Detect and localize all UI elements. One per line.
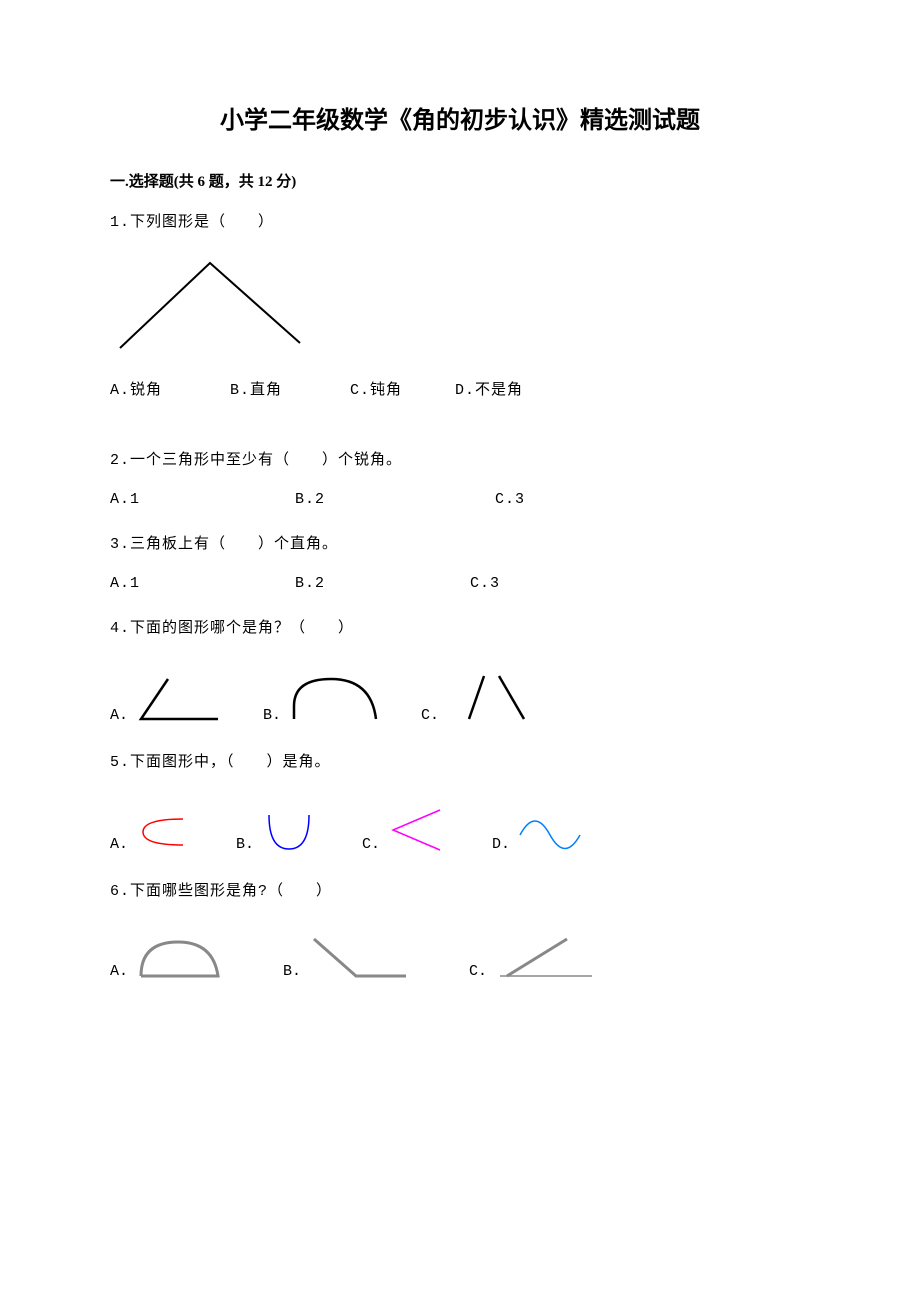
- q2-optB: B.2: [295, 491, 485, 508]
- q4-text: 4.下面的图形哪个是角？（ ）: [110, 617, 810, 641]
- q3-optA: A.1: [110, 575, 285, 592]
- q6-figA: [133, 934, 228, 982]
- q6-optC-wrap: C.: [469, 934, 600, 982]
- q6-optA: A.: [110, 963, 128, 980]
- q5-optA-wrap: A.: [110, 807, 191, 855]
- q6-figC: [492, 934, 600, 982]
- q5-optA: A.: [110, 836, 128, 853]
- q1-optD: D.不是角: [455, 378, 523, 399]
- q4-optA: A.: [110, 707, 128, 724]
- section-header: 一.选择题(共 6 题，共 12 分): [110, 170, 810, 191]
- q4-figA: [133, 671, 228, 726]
- q3-text: 3.三角板上有（ ）个直角。: [110, 533, 810, 557]
- q6-text: 6.下面哪些图形是角?（ ）: [110, 880, 810, 904]
- q5-figA: [133, 807, 191, 855]
- q5-figC: [385, 805, 447, 855]
- q6-optB: B.: [283, 963, 301, 980]
- q4-optA-wrap: A.: [110, 671, 228, 726]
- q4-optB: B.: [263, 707, 281, 724]
- q5-options: A. B. C. D.: [110, 805, 810, 855]
- q1-optB: B.直角: [230, 378, 340, 399]
- q1-text: 1.下列图形是（ ）: [110, 211, 810, 235]
- q5-optC: C.: [362, 836, 380, 853]
- q6-optC: C.: [469, 963, 487, 980]
- q1-figure: [110, 253, 810, 358]
- q5-optB: B.: [236, 836, 254, 853]
- q5-figD: [515, 807, 587, 855]
- q5-optC-wrap: C.: [362, 805, 447, 855]
- q2-optC: C.3: [495, 491, 525, 508]
- q4-options: A. B. C.: [110, 671, 810, 726]
- q6-optB-wrap: B.: [283, 934, 414, 982]
- q2-options: A.1 B.2 C.3: [110, 491, 810, 508]
- q2-text: 2.一个三角形中至少有（ ）个锐角。: [110, 449, 810, 473]
- q5-optB-wrap: B.: [236, 807, 317, 855]
- q4-optC: C.: [421, 707, 439, 724]
- q4-figB: [286, 671, 386, 726]
- q4-optC-wrap: C.: [421, 671, 534, 726]
- q5-text: 5.下面图形中，（ ）是角。: [110, 751, 810, 775]
- q6-figB: [306, 934, 414, 982]
- q3-optB: B.2: [295, 575, 460, 592]
- q5-figB: [259, 807, 317, 855]
- q1-options: A.锐角 B.直角 C.钝角 D.不是角: [110, 378, 810, 399]
- page-title: 小学二年级数学《角的初步认识》精选测试题: [110, 100, 810, 135]
- q4-optB-wrap: B.: [263, 671, 386, 726]
- q6-optA-wrap: A.: [110, 934, 228, 982]
- q3-optC: C.3: [470, 575, 500, 592]
- q4-figC: [444, 671, 534, 726]
- q1-optA: A.锐角: [110, 378, 220, 399]
- q1-optC: C.钝角: [350, 378, 445, 399]
- q2-optA: A.1: [110, 491, 285, 508]
- q5-optD: D.: [492, 836, 510, 853]
- q5-optD-wrap: D.: [492, 807, 587, 855]
- q3-options: A.1 B.2 C.3: [110, 575, 810, 592]
- q6-options: A. B. C.: [110, 934, 810, 982]
